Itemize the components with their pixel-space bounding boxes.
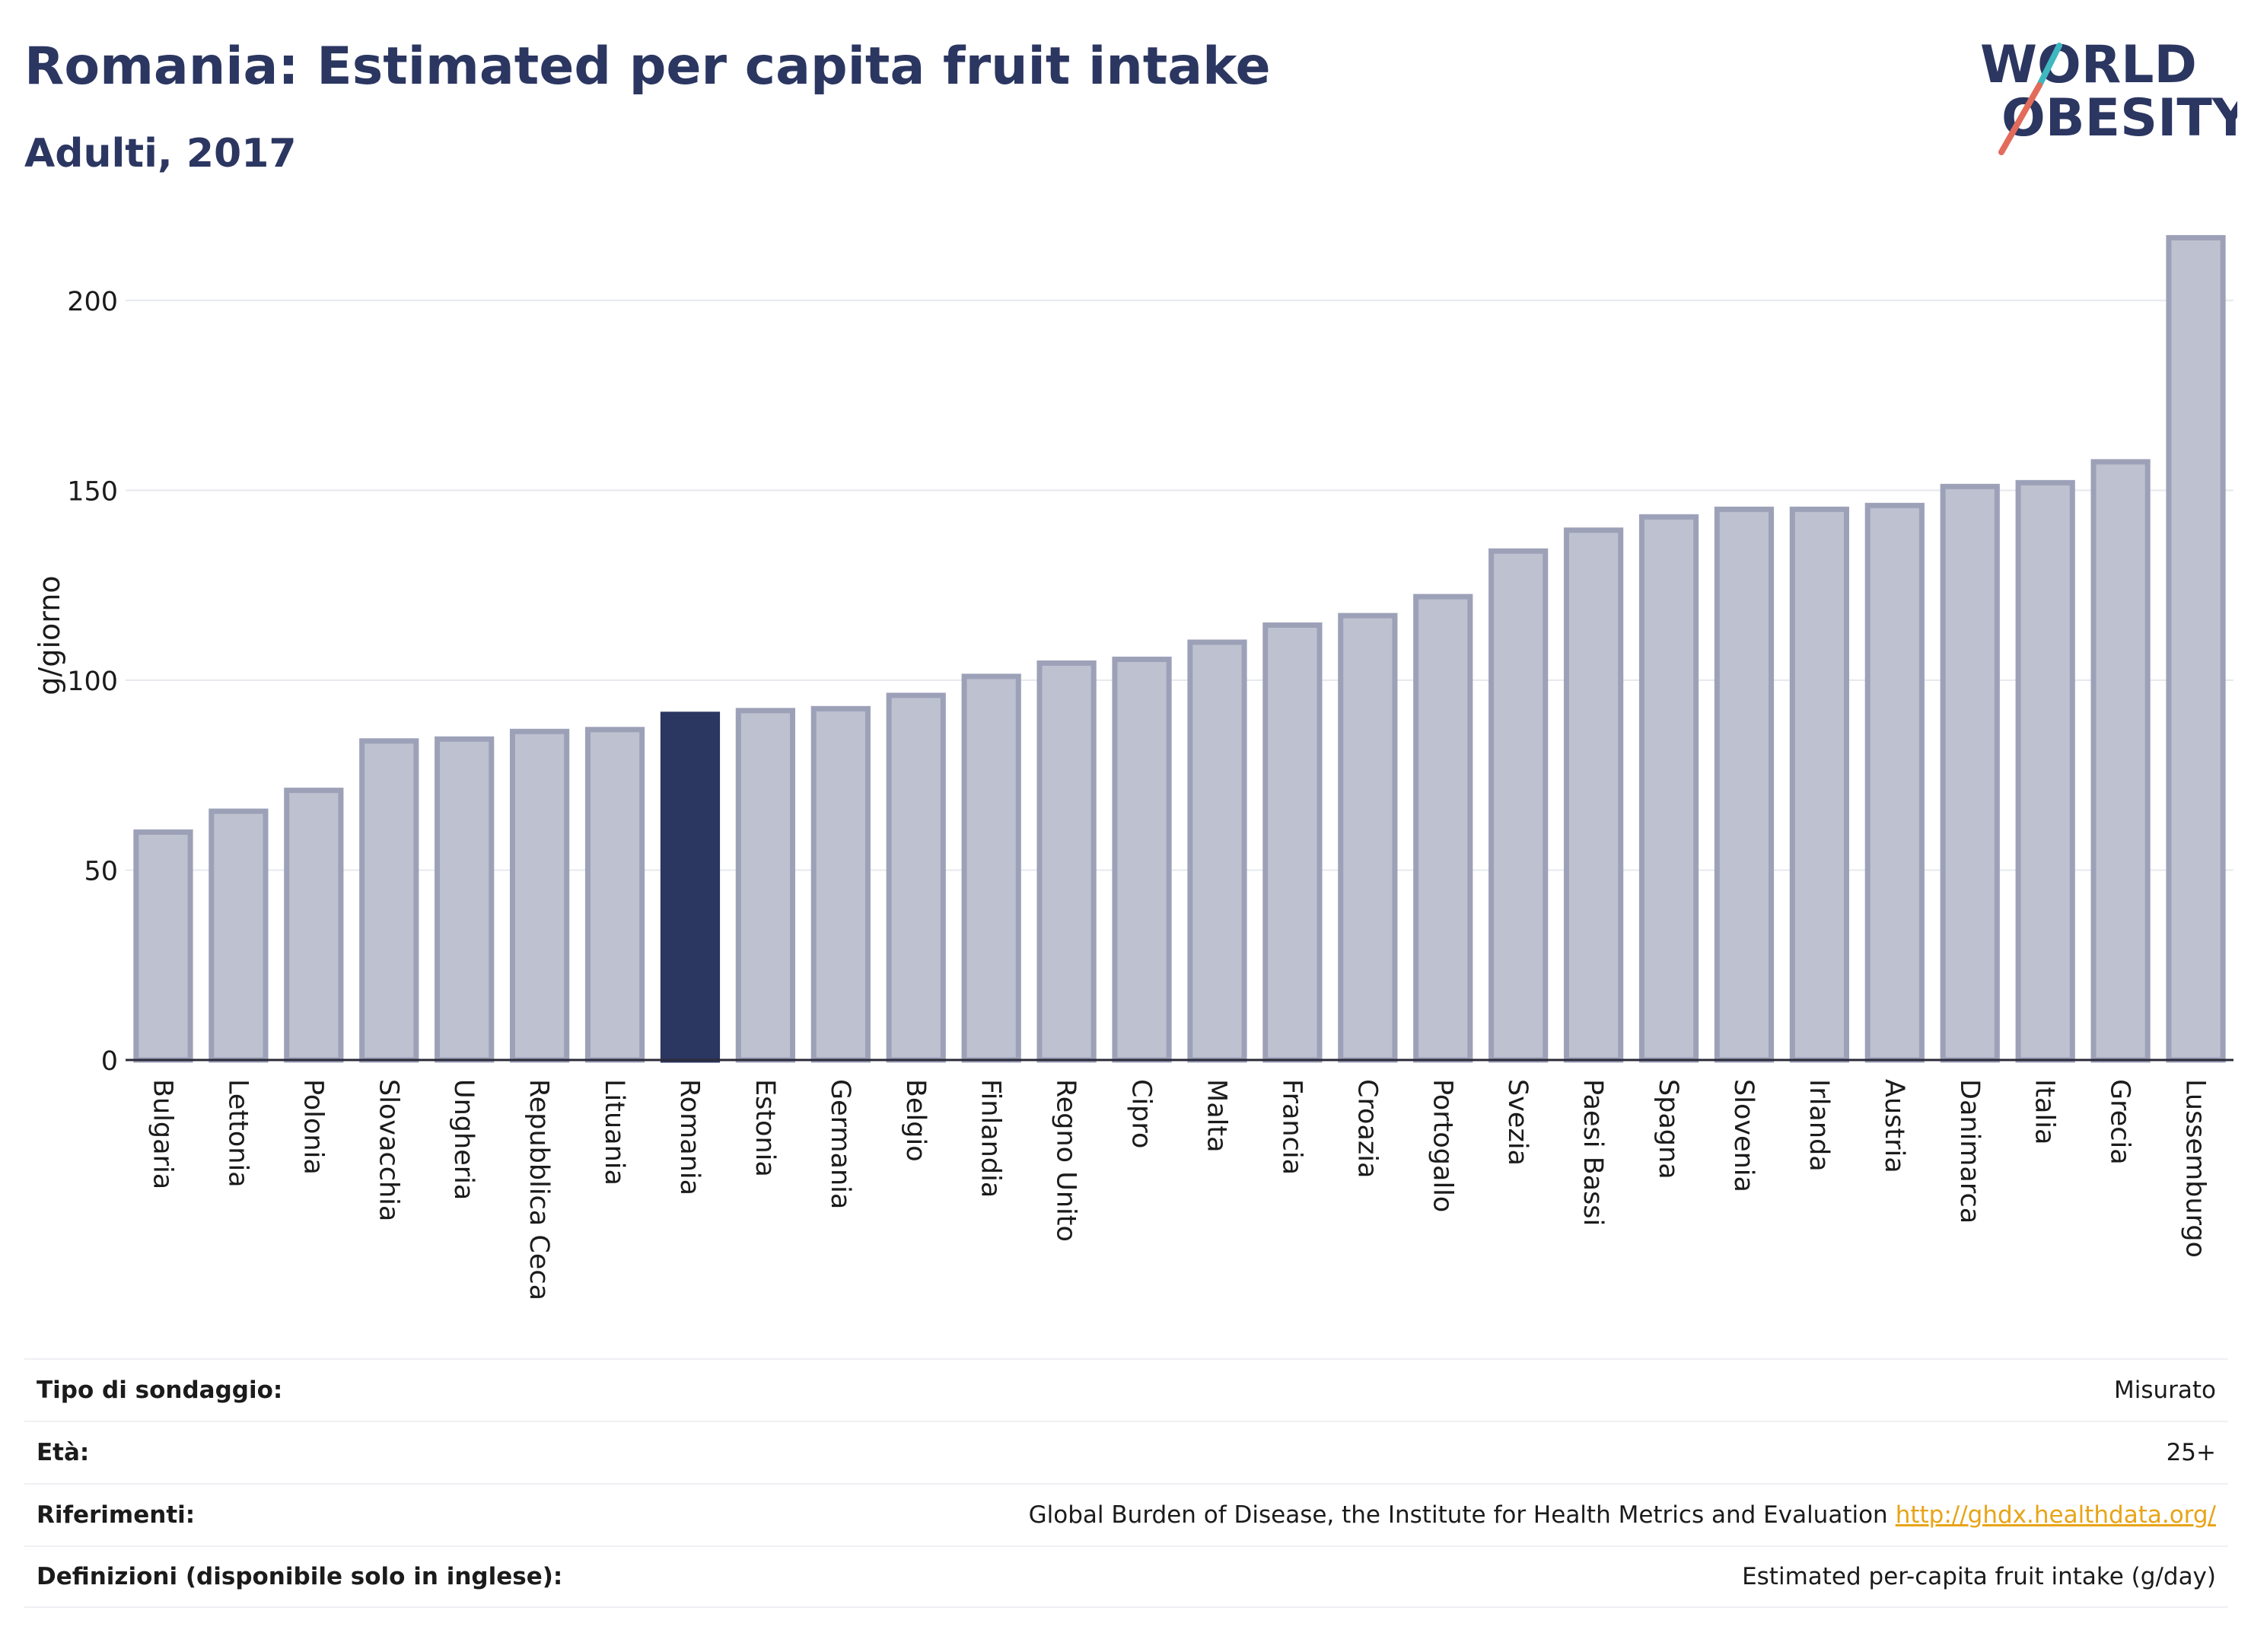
x-tick-label: Cipro <box>1126 1079 1157 1148</box>
y-tick-label: 100 <box>67 667 118 697</box>
logo-line1: WORLD <box>1980 35 2197 95</box>
info-label: Definizioni (disponibile solo in inglese… <box>37 1563 563 1590</box>
x-tick-label: Polonia <box>298 1079 328 1175</box>
bar-bulgaria[interactable] <box>133 829 193 1063</box>
info-row-definitions: Definizioni (disponibile solo in inglese… <box>24 1545 2228 1608</box>
bars <box>133 234 2226 1063</box>
x-tick-label: Portogallo <box>1427 1079 1457 1212</box>
tick-labels: 0 50 100 150 200 Bulgaria Lettonia Polonia Slova… <box>67 287 2210 1300</box>
x-tick-label: Danimarca <box>1954 1079 1985 1224</box>
bar-lettonia[interactable] <box>209 808 269 1063</box>
x-tick-label: Finlandia <box>976 1079 1006 1198</box>
x-tick-label: Lettonia <box>222 1079 253 1188</box>
bar-spagna[interactable] <box>1638 514 1699 1063</box>
x-tick-label: Italia <box>2030 1079 2060 1144</box>
bar-romania[interactable] <box>660 711 721 1063</box>
x-tick-label: Slovenia <box>1728 1079 1759 1192</box>
bar-portogallo[interactable] <box>1413 594 1473 1063</box>
x-tick-label: Belgio <box>900 1079 931 1162</box>
info-label: Età: <box>37 1439 90 1466</box>
bar-austria[interactable] <box>1864 502 1925 1063</box>
x-tick-label: Grecia <box>2105 1079 2135 1165</box>
x-tick-label: Romania <box>674 1079 705 1195</box>
x-tick-label: Croazia <box>1352 1079 1382 1178</box>
bar-germania[interactable] <box>810 705 871 1063</box>
x-tick-label: Bulgaria <box>147 1079 177 1189</box>
x-tick-label: Slovacchia <box>373 1079 403 1221</box>
info-row-age: Età: 25+ <box>24 1421 2228 1483</box>
logo-slash-coral <box>1998 82 2042 155</box>
x-tick-label: Svezia <box>1502 1079 1533 1166</box>
bar-italia[interactable] <box>2015 479 2075 1063</box>
bar-chart: 0 50 100 150 200 Bulgaria Lettonia Polonia Slova… <box>33 234 2233 1300</box>
bar-polonia[interactable] <box>284 788 344 1063</box>
bar-repubblica-ceca[interactable] <box>509 728 570 1063</box>
world-obesity-logo[interactable]: WORLD OBESITY <box>1979 21 2237 166</box>
bar-paesi-bassi[interactable] <box>1563 527 1624 1063</box>
x-tick-label: Austria <box>1879 1079 1909 1173</box>
bar-malta[interactable] <box>1187 639 1247 1063</box>
reference-text: Global Burden of Disease, the Institute … <box>1028 1501 1888 1529</box>
info-label: Riferimenti: <box>37 1501 196 1529</box>
x-tick-label: Regno Unito <box>1051 1079 1081 1242</box>
info-row-survey-type: Tipo di sondaggio: Misurato <box>24 1358 2228 1421</box>
bar-irlanda[interactable] <box>1789 506 1850 1063</box>
bar-croazia[interactable] <box>1338 613 1398 1063</box>
x-tick-label: Ungheria <box>448 1079 479 1200</box>
bar-francia[interactable] <box>1262 622 1323 1063</box>
reference-link[interactable]: http://ghdx.healthdata.org/ <box>1895 1501 2216 1529</box>
bar-estonia[interactable] <box>735 708 796 1063</box>
bar-finlandia[interactable] <box>961 673 1021 1063</box>
info-value: Estimated per-capita fruit intake (g/day… <box>1742 1563 2216 1590</box>
bar-slovenia[interactable] <box>1714 506 1775 1063</box>
bar-svezia[interactable] <box>1488 548 1549 1063</box>
y-tick-label: 0 <box>101 1046 118 1077</box>
x-tick-label: Spagna <box>1653 1079 1683 1179</box>
bar-ungheria[interactable] <box>435 736 495 1063</box>
x-tick-label: Germania <box>825 1079 855 1209</box>
x-tick-label: Lituania <box>599 1079 629 1186</box>
x-tick-label: Irlanda <box>1804 1079 1834 1172</box>
bar-lituania[interactable] <box>584 727 645 1063</box>
info-table: Tipo di sondaggio: Misurato Età: 25+ Rif… <box>24 1358 2228 1608</box>
x-tick-label: Estonia <box>750 1079 780 1177</box>
y-tick-label: 50 <box>84 856 118 886</box>
x-tick-label: Francia <box>1276 1079 1307 1175</box>
y-axis-label: g/giorno <box>33 575 66 695</box>
x-tick-label: Lussemburgo <box>2180 1079 2211 1258</box>
x-tick-label: Paesi Bassi <box>1578 1079 1608 1226</box>
x-tick-label: Malta <box>1201 1079 1231 1153</box>
info-value-group: Global Burden of Disease, the Institute … <box>1029 1501 2216 1529</box>
bar-danimarca[interactable] <box>1940 483 2000 1063</box>
bar-cipro[interactable] <box>1112 656 1172 1063</box>
y-tick-label: 150 <box>67 476 118 507</box>
info-value: 25+ <box>2166 1439 2216 1466</box>
bar-grecia[interactable] <box>2090 459 2151 1063</box>
bar-regno-unito[interactable] <box>1036 660 1097 1063</box>
info-label: Tipo di sondaggio: <box>37 1377 283 1404</box>
chart-title: Romania: Estimated per capita fruit inta… <box>24 37 1271 97</box>
y-tick-label: 200 <box>67 287 118 317</box>
chart-subtitle: Adulti, 2017 <box>24 131 297 177</box>
info-row-references: Riferimenti: Global Burden of Disease, t… <box>24 1483 2228 1545</box>
logo-line2: OBESITY <box>2001 88 2237 148</box>
bar-slovacchia[interactable] <box>359 738 419 1063</box>
x-tick-label: Repubblica Ceca <box>524 1079 554 1300</box>
logo-slash-teal <box>2036 43 2062 88</box>
info-value: Misurato <box>2113 1377 2216 1404</box>
bar-belgio[interactable] <box>886 692 946 1063</box>
bar-lussemburgo[interactable] <box>2166 234 2226 1063</box>
